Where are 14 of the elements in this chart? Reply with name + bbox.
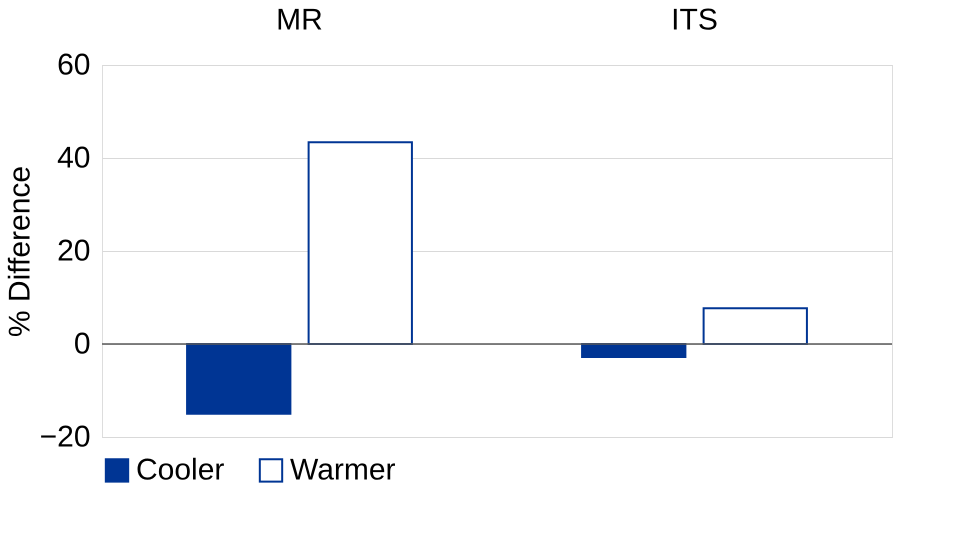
y-axis-title: % Difference bbox=[4, 166, 37, 338]
x-tick-label: MR bbox=[276, 4, 323, 36]
legend-label: Warmer bbox=[290, 453, 396, 486]
y-tick-label: 60 bbox=[57, 48, 90, 82]
y-tick-label: 40 bbox=[57, 142, 90, 174]
y-tick-label: 20 bbox=[57, 234, 90, 268]
legend-label: Cooler bbox=[136, 453, 224, 486]
bar bbox=[308, 141, 413, 345]
y-tick-label: −20 bbox=[40, 420, 90, 454]
bar bbox=[186, 343, 292, 415]
x-tick-label: ITS bbox=[671, 4, 718, 36]
bar bbox=[702, 307, 808, 345]
y-tick-label: 0 bbox=[74, 328, 90, 360]
bar bbox=[581, 343, 686, 358]
